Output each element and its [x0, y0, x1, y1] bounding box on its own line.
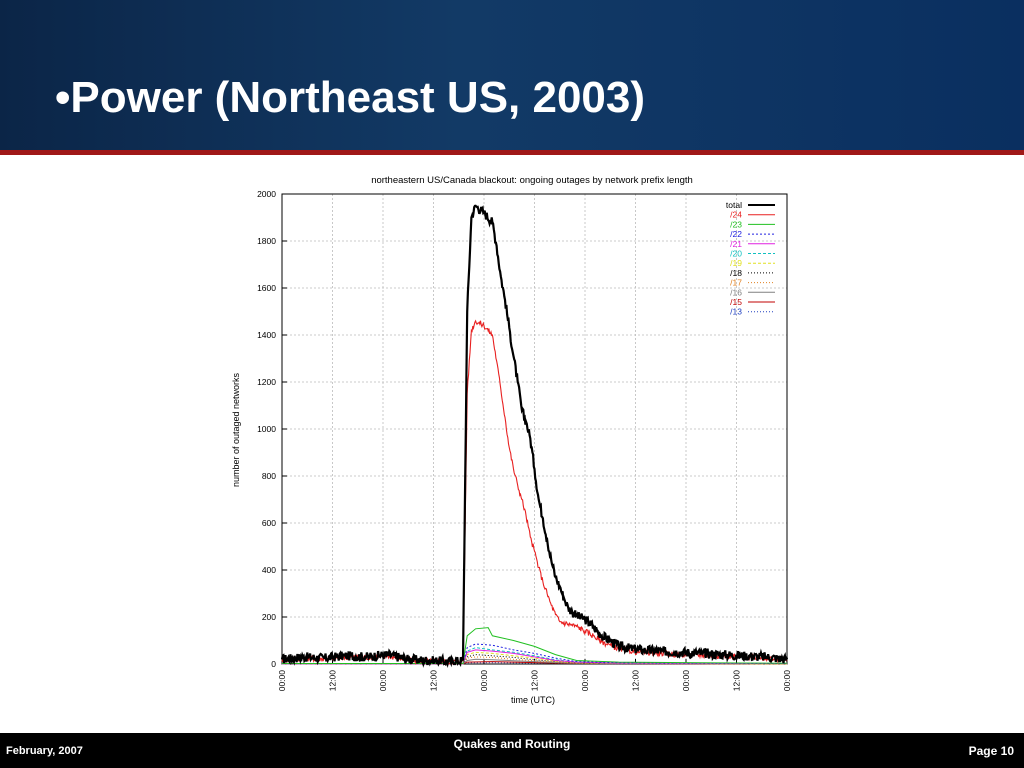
x-tick-label: 00:00 — [277, 670, 287, 692]
x-axis-label: time (UTC) — [511, 695, 555, 705]
y-tick-label: 200 — [262, 612, 276, 622]
y-tick-label: 0 — [271, 659, 276, 669]
series-line-p20 — [282, 647, 788, 665]
y-tick-label: 1800 — [257, 236, 276, 246]
y-tick-label: 2000 — [257, 189, 276, 199]
legend-label: /16 — [730, 287, 742, 297]
legend-label: /21 — [730, 239, 742, 249]
y-tick-label: 1200 — [257, 377, 276, 387]
legend-label: /15 — [730, 297, 742, 307]
title-banner — [0, 0, 1024, 150]
series-line-p23 — [282, 627, 788, 664]
page-number: Page 10 — [968, 744, 1014, 758]
outage-chart: 0 200 400 600 800 1000 1200 1400 1600 1800 2000 00:… — [222, 165, 802, 710]
y-tick-label: 600 — [262, 518, 276, 528]
y-tick-label: 800 — [262, 471, 276, 481]
footer-date: February, 2007 — [6, 745, 83, 757]
gridlines — [282, 194, 787, 664]
footer-bar: February, 2007 Quakes and Routing Page 1… — [0, 733, 1024, 768]
y-tick-label: 1000 — [257, 424, 276, 434]
legend-label: total — [726, 200, 742, 210]
y-tick-label: 1400 — [257, 330, 276, 340]
x-tick-label: 00:00 — [580, 670, 590, 692]
legend-label: /24 — [730, 210, 742, 220]
series-lines — [280, 204, 789, 669]
series-line-p21 — [282, 649, 788, 665]
x-tick-label: 12:00 — [530, 670, 540, 692]
legend-label: /18 — [730, 268, 742, 278]
x-tick-label: 12:00 — [429, 670, 439, 692]
series-line-p24 — [281, 319, 788, 666]
axes: 0 200 400 600 800 1000 1200 1400 1600 1800 2000 00:… — [257, 189, 792, 691]
y-tick-label: 1600 — [257, 283, 276, 293]
series-line-p22 — [282, 643, 788, 664]
legend: total/24/23/22/21/20/19/18/17/16/15/13 — [726, 200, 775, 317]
legend-label: /20 — [730, 249, 742, 259]
legend-label: /17 — [730, 278, 742, 288]
legend-label: /13 — [730, 307, 742, 317]
chart-title: northeastern US/Canada blackout: ongoing… — [371, 175, 693, 186]
series-line-total — [280, 204, 789, 669]
y-tick-label: 400 — [262, 565, 276, 575]
legend-label: /23 — [730, 219, 742, 229]
slide-title: •Power (Northeast US, 2003) — [55, 73, 646, 122]
x-tick-label: 00:00 — [782, 670, 792, 692]
legend-label: /19 — [730, 258, 742, 268]
x-tick-label: 12:00 — [328, 670, 338, 692]
legend-label: /22 — [730, 229, 742, 239]
footer-title: Quakes and Routing — [453, 737, 571, 751]
series-line-p16 — [282, 658, 788, 665]
title-divider — [0, 150, 1024, 155]
y-axis-label: number of outaged networks — [231, 372, 241, 487]
x-tick-label: 00:00 — [681, 670, 691, 692]
chart-svg: 0 200 400 600 800 1000 1200 1400 1600 1800 2000 00:… — [231, 175, 792, 705]
x-tick-label: 12:00 — [631, 670, 641, 692]
x-tick-label: 00:00 — [378, 670, 388, 692]
x-tick-label: 12:00 — [732, 670, 742, 692]
x-tick-label: 00:00 — [479, 670, 489, 692]
